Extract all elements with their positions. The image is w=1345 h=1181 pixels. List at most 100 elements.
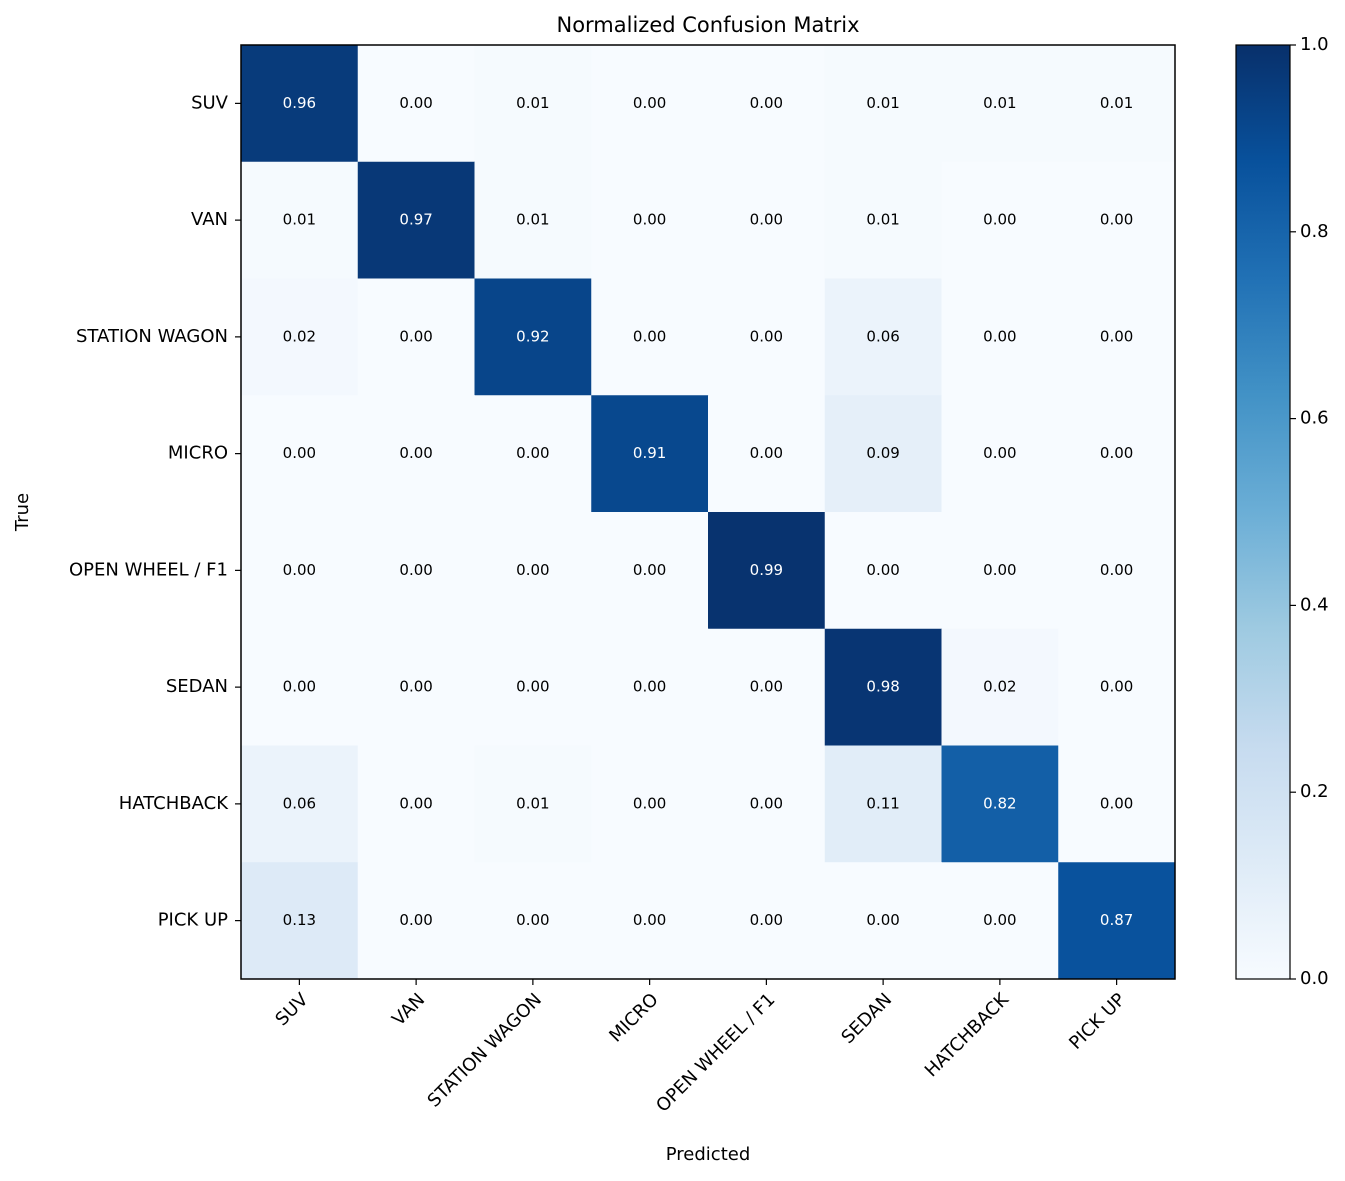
heatmap-cell [241,628,359,746]
cell-label: 0.00 [399,94,432,112]
cell-label: 0.00 [750,678,783,696]
cell-label: 0.00 [399,327,432,345]
heatmap-cell [941,161,1059,279]
cell-label: 0.00 [399,561,432,579]
cell-label: 0.00 [516,561,549,579]
cell-label: 0.00 [633,327,666,345]
cell-label: 0.00 [399,794,432,812]
heatmap-cell [1058,395,1176,513]
heatmap-cell [474,862,592,980]
heatmap-cell [357,278,475,396]
heatmap-cell [241,161,359,279]
colorbar-tick-label: 0.2 [1300,781,1329,802]
cell-label: 0.00 [283,444,316,462]
heatmap-cell [941,45,1059,163]
heatmap-cell [357,628,475,746]
x-tick-label: SUV [271,989,312,1030]
heatmap-cell [241,512,359,630]
heatmap-cell [708,862,826,980]
cell-label: 0.00 [866,561,899,579]
heatmap-cell [824,862,942,980]
heatmap-cell [824,628,942,746]
cell-label: 0.00 [633,911,666,929]
cell-label: 0.00 [1100,327,1133,345]
cell-label: 0.00 [283,678,316,696]
heatmap-cell [241,862,359,980]
colorbar-tick-label: 0.4 [1300,594,1329,615]
heatmap-cell [708,45,826,163]
heatmap-cell [474,161,592,279]
heatmap-cell [241,278,359,396]
cell-label: 0.00 [983,911,1016,929]
heatmap-cell [357,395,475,513]
cell-label: 0.01 [866,211,899,229]
cell-label: 0.01 [283,211,316,229]
cell-label: 0.01 [1100,94,1133,112]
x-tick-label: VAN [388,989,429,1030]
y-tick-label: OPEN WHEEL / F1 [69,559,228,580]
colorbar [1235,44,1291,980]
cell-label: 0.00 [750,794,783,812]
cell-label: 0.97 [399,211,432,229]
cell-label: 0.00 [633,211,666,229]
heatmap-cell [357,512,475,630]
colorbar-tick-label: 0.0 [1300,968,1329,989]
heatmap-cell [941,512,1059,630]
cell-label: 0.00 [1100,444,1133,462]
heatmap-cell [241,45,359,163]
cell-label: 0.06 [283,794,316,812]
plot-frame [240,44,1176,980]
cell-label: 0.00 [283,561,316,579]
heatmap-cell [824,395,942,513]
colorbar-tick-label: 1.0 [1300,34,1329,55]
heatmap-cell [941,395,1059,513]
cell-label: 0.00 [983,327,1016,345]
cell-label: 0.00 [750,911,783,929]
cell-label: 0.02 [283,327,316,345]
heatmap-cell [357,45,475,163]
x-axis-label: Predicted [666,1144,751,1165]
heatmap-cell [474,395,592,513]
cell-label: 0.00 [750,327,783,345]
cell-label: 0.06 [866,327,899,345]
heatmap-cell [1058,628,1176,746]
cell-label: 0.00 [633,794,666,812]
heatmap-cell [824,161,942,279]
heatmap-cell [708,512,826,630]
heatmap-cell [591,628,709,746]
heatmap-cell [941,628,1059,746]
cell-label: 0.01 [516,94,549,112]
heatmap-cell [591,161,709,279]
cell-label: 0.00 [399,911,432,929]
heatmap-cell [824,745,942,863]
heatmap-cell [824,45,942,163]
cell-label: 0.82 [983,794,1016,812]
cell-label: 0.00 [516,444,549,462]
cell-label: 0.11 [866,794,899,812]
x-tick-label: HATCHBACK [921,988,1014,1081]
heatmap-cell [1058,862,1176,980]
cell-label: 0.01 [516,211,549,229]
y-tick-label: STATION WAGON [76,326,228,347]
colorbar-tick-label: 0.6 [1300,408,1329,429]
cell-label: 0.00 [633,678,666,696]
heatmap-cell [708,745,826,863]
heatmap-cell [708,395,826,513]
heatmap-cell [1058,161,1176,279]
heatmap-cell [474,278,592,396]
colorbar-tick-label: 0.8 [1300,221,1329,242]
y-tick-label: SUV [191,92,229,113]
x-tick-label: MICRO [605,989,662,1046]
cell-label: 0.01 [516,794,549,812]
y-tick-label: VAN [191,209,228,230]
x-tick-label: SEDAN [837,989,896,1048]
heatmap-cell [591,745,709,863]
heatmap-cell [1058,512,1176,630]
y-axis-label: True [12,493,33,532]
heatmap-cell [941,745,1059,863]
heatmap-cell [1058,45,1176,163]
y-tick-label: MICRO [168,443,228,464]
heatmap-cell [591,395,709,513]
heatmap-cell [708,161,826,279]
heatmap-cell [591,278,709,396]
